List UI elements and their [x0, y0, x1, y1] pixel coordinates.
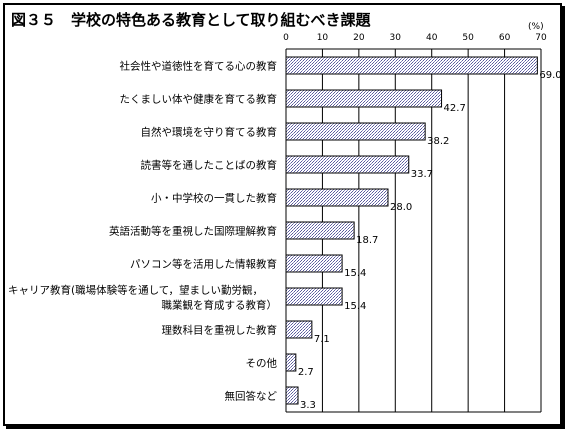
bar [285, 221, 355, 240]
category-label: パソコン等を活用した情報教育 [130, 258, 277, 271]
x-tick-label: 30 [390, 33, 402, 43]
x-tick-label: 70 [535, 33, 547, 43]
bar [285, 320, 313, 339]
value-label: 38.2 [427, 136, 449, 147]
x-tick-label: 10 [317, 33, 329, 43]
value-label: 28.0 [390, 202, 412, 213]
unit-label: (%) [528, 22, 544, 32]
bar [285, 188, 389, 207]
bar [285, 254, 343, 273]
bar-layer [285, 56, 538, 405]
category-label: キャリア教育(職場体験等を通して，望ましい勤労観， [8, 284, 263, 297]
bar [285, 353, 297, 372]
grid-layer [285, 48, 542, 413]
bar [285, 122, 426, 141]
x-tick-label: 0 [283, 33, 289, 43]
category-label: 社会性や道徳性を育てる心の教育 [120, 60, 278, 73]
category-label: 小・中学校の一貫した教育 [151, 192, 277, 205]
category-label: 読書等を通したことばの教育 [141, 159, 278, 172]
value-label: 18.7 [356, 235, 378, 246]
x-tick-label: 40 [426, 33, 438, 43]
value-label: 7.1 [314, 334, 330, 345]
value-label: 33.7 [411, 169, 433, 180]
category-label: その他 [246, 357, 278, 370]
x-tick-label: 60 [499, 33, 511, 43]
value-label: 42.7 [444, 103, 466, 114]
value-label: 15.4 [344, 301, 366, 312]
category-label: 英語活動等を重視した国際理解教育 [109, 225, 277, 238]
category-label: たくましい体や健康を育てる教育 [120, 93, 278, 106]
x-tick-label: 20 [353, 33, 365, 43]
category-label: 理数科目を重視した教育 [162, 324, 278, 337]
category-label: 無回答など [225, 390, 278, 403]
bar [285, 386, 299, 405]
value-label: 3.3 [300, 400, 316, 411]
bar [285, 56, 538, 75]
bar [285, 155, 410, 174]
category-label-line2: 職業観を育成する教育） [162, 299, 278, 312]
bar [285, 89, 443, 108]
value-label: 2.7 [298, 367, 314, 378]
text-layer: 0 10 20 30 40 50 60 70 69.0 社会性や道徳性を育てる心の教育 42.7 たく… [8, 33, 562, 411]
category-label: 自然や環境を守り育てる教育 [141, 126, 278, 139]
x-tick-label: 50 [462, 33, 474, 43]
bar [285, 287, 343, 306]
chart-title: 図３５ 学校の特色ある教育として取り組むべき課題 [11, 11, 371, 29]
value-label: 69.0 [539, 70, 561, 81]
value-label: 15.4 [344, 268, 366, 279]
